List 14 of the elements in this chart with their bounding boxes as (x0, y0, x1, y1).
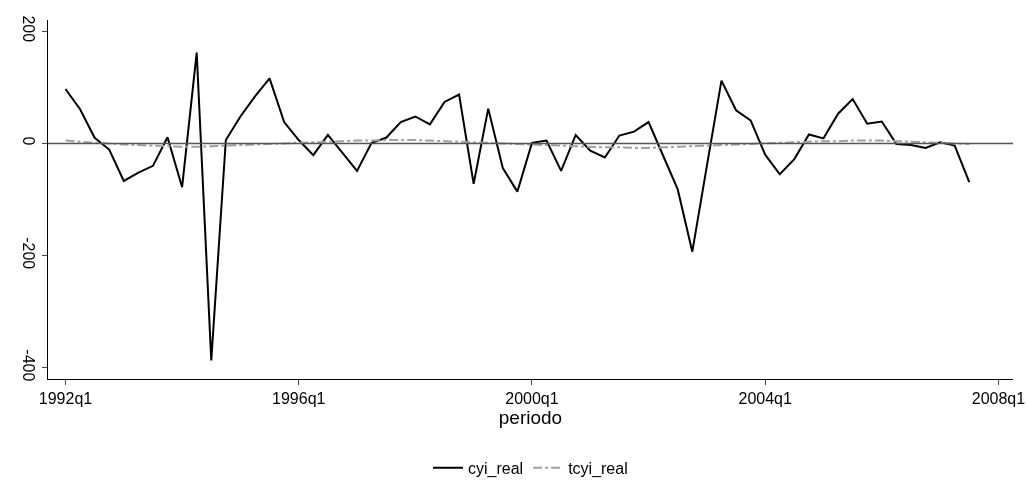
y-tick-label: 0 (19, 136, 37, 146)
legend-label: cyi_real (468, 459, 524, 478)
x-axis-title: periodo (498, 407, 563, 429)
line-series (64, 139, 971, 149)
legend-label: tcyi_real (568, 459, 628, 478)
x-tick-label: 2004q1 (738, 390, 792, 408)
y-tick-label: -400 (19, 349, 37, 382)
y-tick-label: -200 (19, 237, 37, 270)
x-tick-label: 1992q1 (38, 390, 93, 408)
y-tick-label: 200 (19, 15, 37, 43)
line-series (64, 51, 971, 362)
x-tick-label: 2000q1 (505, 390, 559, 408)
x-tick-label: 1996q1 (272, 390, 326, 408)
x-tick-label: 2008q1 (971, 390, 1026, 408)
